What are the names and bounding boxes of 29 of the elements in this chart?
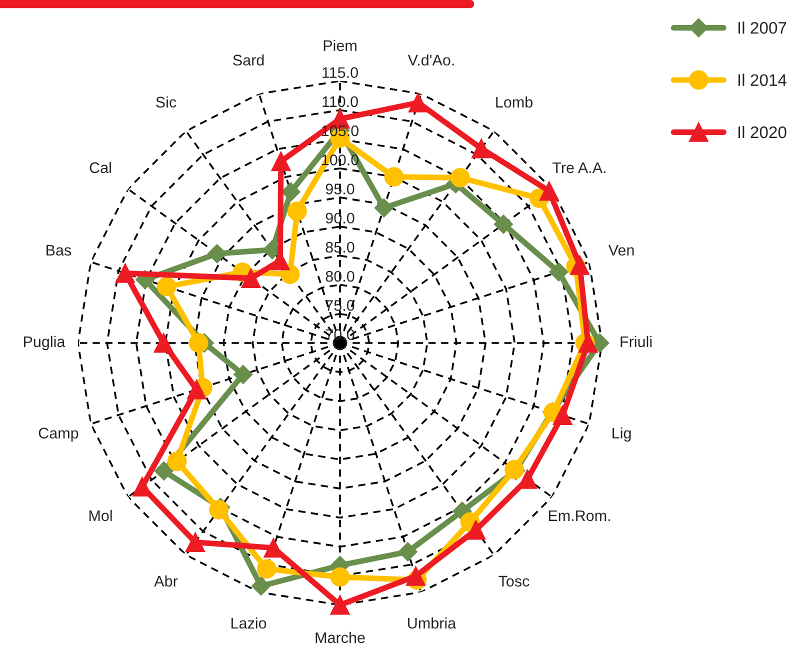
spoke-label: Tosc (498, 576, 530, 587)
spoke-label: Puglia (24, 336, 66, 350)
legend-label: Il 2020 (738, 126, 786, 138)
y-tick-label: 110.0 (322, 96, 358, 108)
spoke-label: Ven (608, 244, 634, 256)
spoke-label: Em.Rom. (548, 510, 610, 522)
y-tick-label: 105.0 (322, 125, 359, 136)
spoke-label: Sic (156, 96, 176, 108)
y-tick-label: 90.0 (326, 212, 354, 224)
spoke-label: Abr (154, 575, 178, 587)
spoke-label: Piem (324, 40, 356, 52)
spoke-label: Lig (612, 427, 631, 442)
y-tick-label: 85.0 (326, 242, 354, 253)
legend-label: Il 2014 (738, 74, 787, 86)
legend-label: Il 2007 (738, 22, 786, 34)
spoke-label: Cal (90, 162, 111, 174)
spoke-label: Lazio (232, 617, 266, 629)
y-tick-label: 75.0 (326, 300, 354, 311)
spoke-label: Tre A.A. (552, 162, 606, 174)
spoke-label: Marche (316, 632, 365, 644)
spoke-label: Sard (233, 54, 264, 66)
spoke-label: Umbria (408, 617, 456, 629)
spoke-label: Mol (89, 510, 112, 522)
spoke-label: Lomb (496, 96, 532, 108)
spoke-label: Friuli (620, 336, 652, 348)
spoke-label: V.d'Ao. (408, 54, 454, 66)
spoke-label: Bas (46, 244, 72, 256)
y-tick-label: 115.0 (322, 67, 358, 78)
spoke-label: Camp (38, 428, 78, 442)
